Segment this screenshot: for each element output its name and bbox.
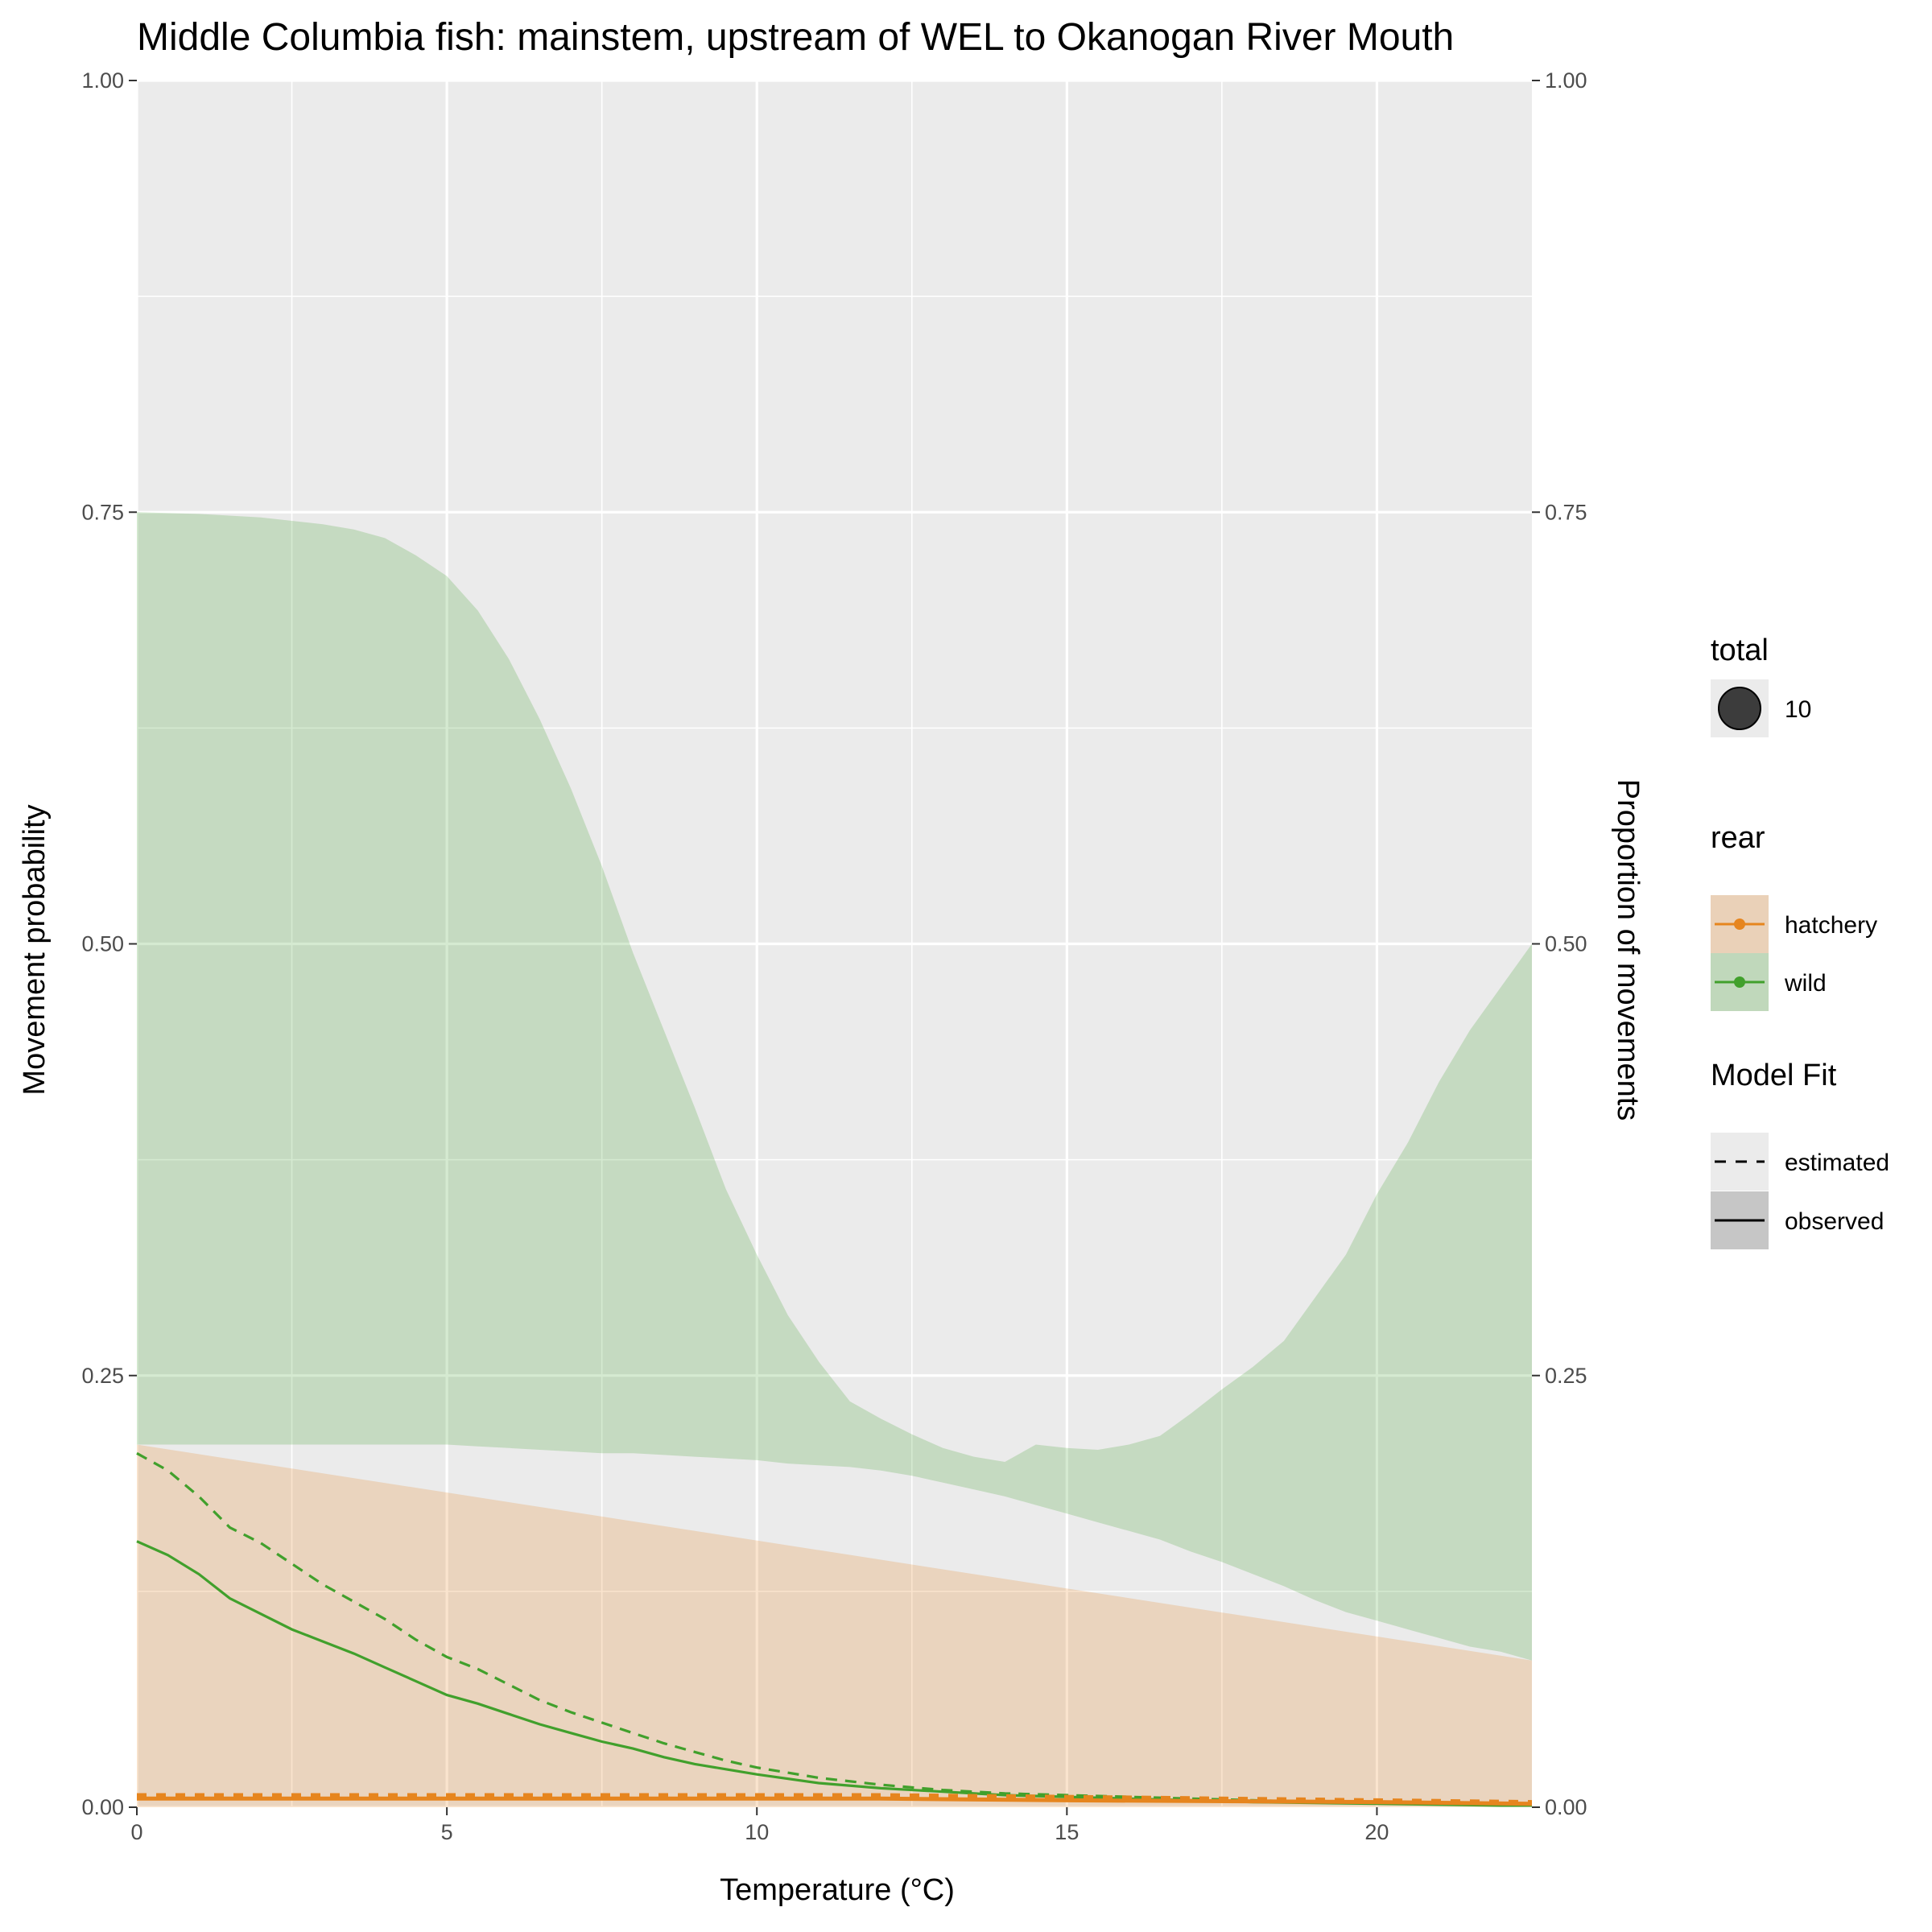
- x-tick-label: 10: [745, 1820, 769, 1844]
- y-axis-right-title: Proportion of movements: [1611, 779, 1645, 1121]
- x-tick-label: 15: [1055, 1820, 1079, 1844]
- legend-title: total: [1711, 634, 1769, 667]
- y-tick-label-right: 0.75: [1545, 500, 1587, 524]
- y-tick-label-left: 0.00: [81, 1795, 124, 1819]
- y-tick-label-left: 0.50: [81, 932, 124, 956]
- y-tick-label-right: 0.50: [1545, 932, 1587, 956]
- legend-label: 10: [1785, 696, 1811, 723]
- legend-label: observed: [1785, 1208, 1884, 1235]
- y-tick-label-right: 0.00: [1545, 1795, 1587, 1819]
- x-tick-label: 5: [441, 1820, 453, 1844]
- legend: total 10 rear hatchery wild Model Fit estimate…: [1711, 634, 1889, 1249]
- legend-key-dot-wild: [1734, 976, 1745, 988]
- line-hatchery-observed: [137, 1796, 1533, 1806]
- y-tick-label-right: 1.00: [1545, 68, 1587, 93]
- ribbon-layer: [137, 512, 1532, 1807]
- ribbon-wild: [137, 512, 1532, 1661]
- legend-title: rear: [1711, 821, 1765, 855]
- grid-major: [135, 79, 1532, 1809]
- y-tick-label-left: 1.00: [81, 68, 124, 93]
- legend-key-point: [1718, 687, 1761, 730]
- line-layer: [136, 1451, 1533, 1807]
- legend-label: estimated: [1785, 1150, 1889, 1176]
- legend-label: wild: [1784, 970, 1827, 997]
- chart-title: Middle Columbia fish: mainstem, upstream…: [137, 16, 1454, 59]
- y-tick-label-left: 0.75: [81, 500, 124, 524]
- y-axis-title: Movement probability: [18, 804, 52, 1095]
- x-tick-label: 0: [130, 1820, 142, 1844]
- axes: 0 5 10 15 20 0.00 0.00 0.25 0.25 0.50 0.50 0.75 0.75…: [81, 68, 1587, 1844]
- y-tick-label-right: 0.25: [1545, 1364, 1587, 1388]
- ribbon-hatchery: [137, 1444, 1532, 1807]
- legend-key-dot-hatchery: [1734, 919, 1745, 930]
- x-tick-label: 20: [1364, 1820, 1389, 1844]
- legend-title: Model Fit: [1711, 1059, 1837, 1092]
- x-axis-title: Temperature (°C): [720, 1873, 955, 1907]
- y-tick-label-left: 0.25: [81, 1364, 124, 1388]
- legend-label: hatchery: [1785, 912, 1877, 939]
